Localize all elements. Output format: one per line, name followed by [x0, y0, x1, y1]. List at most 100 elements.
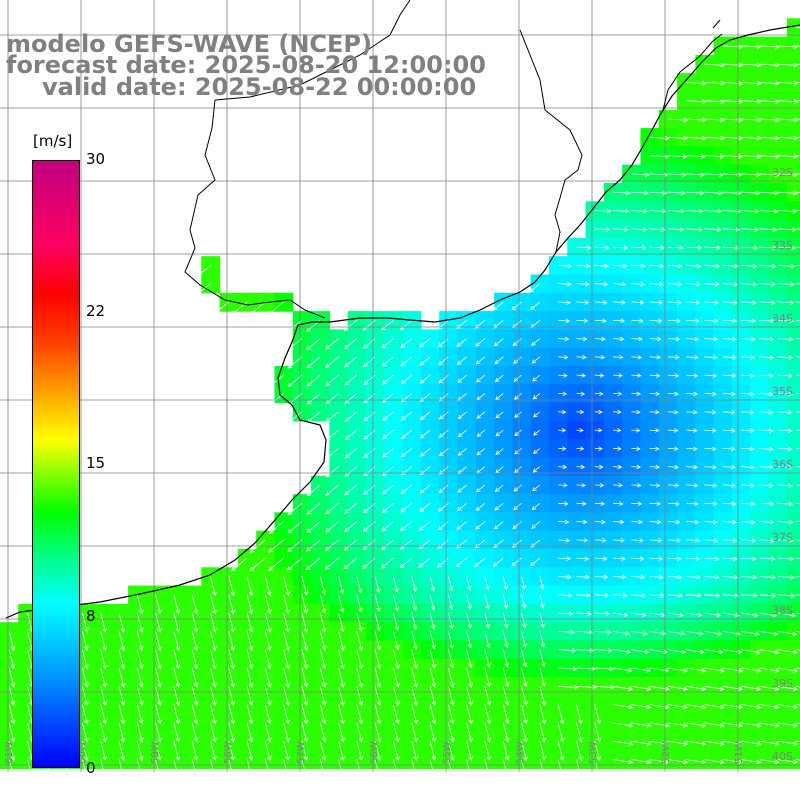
wind-cell [274, 366, 294, 385]
wind-arrow [777, 501, 794, 507]
wind-arrow [82, 704, 89, 725]
wind-cell [439, 384, 459, 404]
wind-arrow [283, 741, 290, 761]
wind-arrow [268, 374, 284, 388]
wind-cell [420, 402, 440, 422]
wind-arrow [356, 667, 364, 688]
wind-arrow [741, 391, 755, 397]
wind-arrow [246, 722, 254, 743]
lat-label: 40S [772, 750, 793, 763]
wind-arrow [594, 722, 601, 743]
wind-arrow [576, 556, 590, 561]
wind-arrow [338, 594, 345, 614]
wind-cell [384, 347, 404, 367]
wind-arrow [667, 117, 689, 123]
wind-arrow [283, 631, 290, 652]
wind-arrow [722, 154, 744, 159]
wind-arrow [594, 648, 613, 653]
wind-arrow [741, 722, 762, 728]
wind-arrow [382, 411, 394, 422]
wind-arrow [338, 667, 345, 688]
wind-arrow [494, 356, 504, 365]
wind-arrow [631, 612, 647, 618]
wind-arrow [594, 409, 603, 415]
wind-cell [292, 549, 312, 568]
wind-arrow [576, 741, 583, 761]
wind-arrow [8, 704, 16, 725]
wind-arrow [631, 685, 652, 692]
wind-arrow [136, 722, 144, 743]
wind-arrow [612, 354, 624, 360]
wind-arrow [411, 612, 418, 631]
wind-arrow [649, 373, 661, 378]
wind-arrow [399, 539, 413, 550]
wind-arrow [777, 355, 794, 360]
wind-arrow [8, 759, 16, 780]
wind-arrow [381, 539, 394, 550]
wind-arrow [777, 612, 797, 618]
wind-arrow [558, 648, 577, 653]
wind-arrow [228, 667, 235, 688]
wind-arrow [494, 374, 504, 383]
wind-cell [439, 475, 459, 495]
wind-arrow [576, 263, 591, 269]
wind-arrow [741, 593, 758, 598]
wind-arrow [100, 649, 107, 670]
wind-cell [439, 512, 459, 532]
wind-arrow [704, 501, 718, 507]
wind-arrow [557, 741, 565, 761]
wind-arrow [722, 612, 740, 618]
wind-arrow [777, 99, 799, 104]
wind-cell [475, 366, 495, 385]
wind-cell [329, 549, 349, 568]
wind-arrow [631, 722, 652, 728]
wind-arrow [612, 483, 623, 488]
wind-arrow [558, 373, 568, 378]
colorbar-tick-22: 22 [86, 302, 106, 320]
wind-arrow [576, 373, 587, 378]
wind-arrow [301, 704, 309, 725]
wind-arrow [301, 576, 308, 596]
wind-cell [530, 347, 550, 367]
title-valid-date: valid date: 2025-08-22 00:00:00 [42, 73, 477, 101]
wind-arrow [456, 338, 467, 347]
wind-arrow [558, 409, 567, 415]
wind-arrow [301, 741, 309, 761]
wind-arrow [82, 759, 89, 780]
wind-cell [786, 347, 800, 367]
wind-arrow [612, 759, 634, 765]
wind-arrow [649, 593, 665, 598]
wind-arrow [777, 190, 798, 196]
wind-arrow [795, 557, 800, 559]
wind-arrow [529, 557, 541, 567]
wind-arrow [306, 393, 321, 405]
wind-arrow [173, 741, 181, 761]
wind-arrow [741, 300, 757, 305]
wind-arrow [612, 227, 629, 232]
wind-arrow [344, 411, 358, 422]
wind-arrow [268, 301, 284, 315]
wind-arrow [722, 172, 743, 178]
wind-arrow [722, 373, 737, 378]
wind-arrow [419, 411, 431, 421]
wind-arrow [466, 576, 472, 591]
wind-arrow [612, 667, 633, 673]
wind-arrow [438, 448, 449, 457]
wind-arrow [722, 759, 744, 765]
wind-arrow [356, 612, 363, 632]
wind-cell [366, 329, 385, 349]
wind-arrow [136, 667, 144, 688]
wind-arrow [191, 741, 199, 761]
wind-arrow [210, 594, 217, 615]
wind-arrow [411, 704, 418, 725]
wind-arrow [429, 612, 436, 630]
wind-cell [457, 402, 477, 422]
wind-arrow [448, 759, 455, 780]
wind-arrow [558, 629, 575, 635]
wind-arrow [100, 704, 107, 725]
wind-arrow [795, 319, 800, 321]
wind-cell [786, 549, 800, 568]
wind-cell [786, 622, 800, 642]
wind-arrow [777, 117, 799, 123]
wind-cell [329, 475, 349, 495]
